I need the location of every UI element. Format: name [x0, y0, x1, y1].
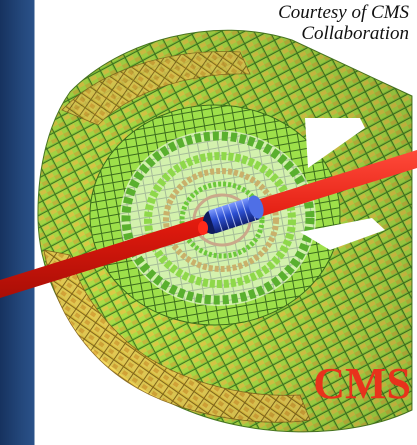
barrel-opening [305, 118, 365, 168]
credit-line-1: Courtesy of CMS [278, 2, 409, 23]
inner-ring-mid [121, 131, 315, 305]
credit-text: Courtesy of CMS Collaboration [278, 2, 409, 44]
tracker-core [198, 195, 264, 235]
cms-label: CMS [313, 359, 411, 408]
credit-line-2: Collaboration [301, 23, 409, 44]
